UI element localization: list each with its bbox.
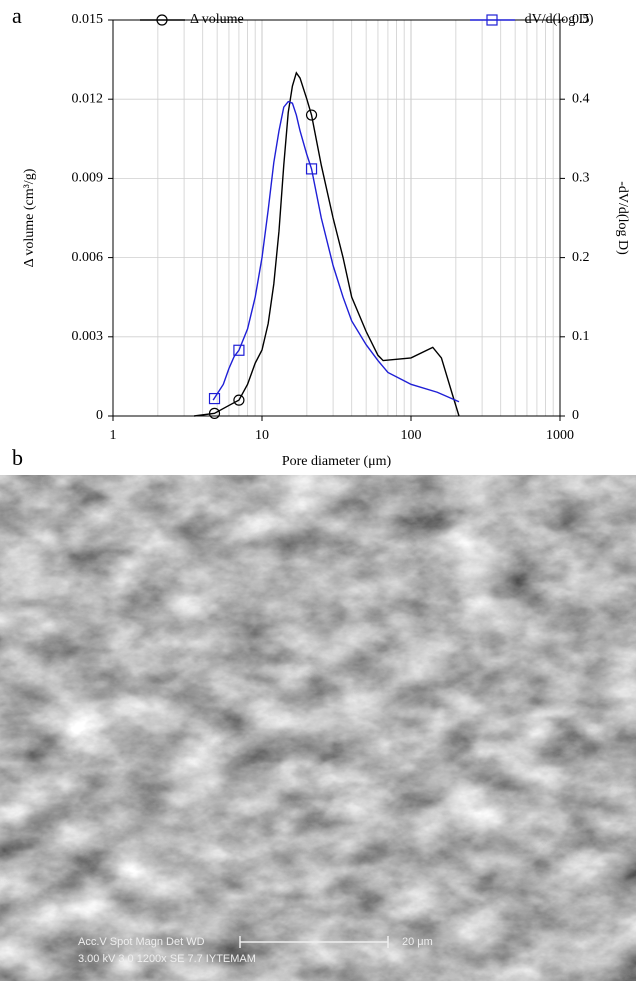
legend-marker [486, 14, 498, 26]
legend-label: -dV/d(log D) [520, 12, 594, 27]
panel-label: b [12, 445, 23, 470]
x-tick-label: 100 [401, 428, 422, 443]
legend-marker [156, 14, 168, 26]
y2-tick-label: 0 [572, 408, 579, 423]
x-tick-label: 1000 [546, 428, 574, 443]
legend-label: Δ volume [190, 12, 244, 27]
x-tick-label: 10 [255, 428, 269, 443]
marker [208, 392, 221, 405]
caption: Acc.V Spot Magn Det WD [78, 936, 205, 948]
micrograph-texture [0, 475, 636, 981]
y-tick-label: 0.003 [72, 329, 104, 344]
panel-label: a [12, 3, 22, 28]
scale-label: 20 μm [402, 936, 433, 948]
marker [233, 344, 245, 356]
y2-axis-label: -dV/d(log D) [615, 181, 630, 255]
marker [305, 163, 318, 175]
micrograph: Acc.V Spot Magn Det WD 3.00 kV 3.0 1200x… [0, 475, 636, 981]
y-tick-label: 0.009 [72, 171, 104, 186]
y2-tick-label: 0.3 [572, 171, 590, 186]
y2-tick-label: 0.5 [572, 12, 590, 27]
y-tick-label: 0 [96, 408, 103, 423]
y-tick-label: 0.015 [72, 12, 104, 27]
y-tick-label: 0.012 [72, 91, 104, 106]
caption: 3.00 kV 3.0 1200x SE 7.7 IYTEMAM [78, 953, 256, 965]
x-axis-label: Pore diameter (μm) [282, 454, 392, 469]
y-axis-label: Δ volume (cm³/g) [22, 168, 37, 267]
x-tick-label: 1 [110, 428, 117, 443]
data-line [212, 100, 460, 403]
chart: 1 10 100 1000 0 0.003 0.006 0.009 0.012 0.015 0 0.1… [22, 12, 630, 469]
y2-tick-label: 0.1 [572, 329, 590, 344]
y2-tick-label: 0.2 [572, 250, 590, 265]
marker [305, 109, 318, 121]
marker [233, 394, 245, 406]
plot-frame [112, 19, 561, 417]
marker [208, 407, 221, 419]
y-tick-label: 0.006 [72, 250, 104, 265]
data-line [193, 71, 460, 417]
y2-tick-label: 0.4 [572, 91, 590, 106]
